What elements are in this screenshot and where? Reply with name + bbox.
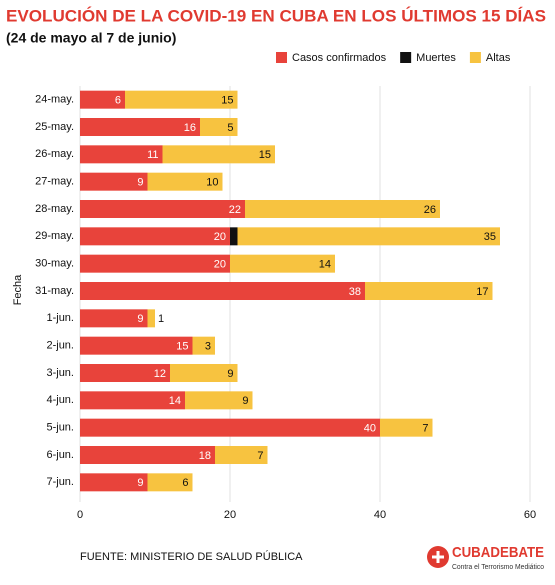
value-label: 18 xyxy=(199,450,211,462)
value-label: 9 xyxy=(137,177,143,189)
value-label: 6 xyxy=(182,477,188,489)
legend-swatch xyxy=(400,52,412,63)
value-label: 5 xyxy=(227,122,233,134)
y-axis-label: Fecha xyxy=(12,274,24,305)
value-label: 6 xyxy=(115,95,121,107)
bar-segment xyxy=(80,282,365,300)
legend-label: Muertes xyxy=(416,52,456,64)
bar-segment xyxy=(237,227,500,246)
value-label: 15 xyxy=(176,341,188,353)
logo-icon-mark xyxy=(432,551,444,563)
bar-segment xyxy=(230,227,238,246)
value-label: 14 xyxy=(319,259,331,271)
bar-segment xyxy=(80,90,125,109)
logo-tagline: Contra el Terrorismo Mediático xyxy=(452,564,544,571)
y-tick-label: 25-may. xyxy=(35,121,74,133)
logo-text: CUBADEBATE xyxy=(452,544,544,561)
value-label: 15 xyxy=(259,149,271,161)
bar-segment xyxy=(200,118,238,136)
y-tick-label: 6-jun. xyxy=(46,449,74,461)
legend-swatch xyxy=(276,52,287,63)
bar-segment xyxy=(192,336,215,355)
value-label: 26 xyxy=(424,204,436,216)
x-tick-label: 20 xyxy=(224,509,236,521)
bar-segment xyxy=(147,309,155,328)
bar-segment xyxy=(162,145,275,164)
y-tick-label: 4-jun. xyxy=(46,394,74,406)
bar-segment xyxy=(245,200,440,218)
value-label: 3 xyxy=(205,341,211,353)
y-tick-label: 2-jun. xyxy=(46,340,74,352)
y-tick-label: 27-may. xyxy=(35,176,74,188)
value-label: 16 xyxy=(184,122,196,134)
bar-segment xyxy=(80,336,193,355)
value-label: 17 xyxy=(476,286,488,298)
bar-segment xyxy=(80,364,170,382)
value-label: 20 xyxy=(214,259,226,271)
bar-segment xyxy=(365,282,493,300)
value-label: 7 xyxy=(257,450,263,462)
chart-title: EVOLUCIÓN DE LA COVID-19 EN CUBA EN LOS … xyxy=(6,6,546,25)
legend-swatch xyxy=(469,52,481,63)
value-label: 15 xyxy=(221,95,233,107)
x-tick-label: 0 xyxy=(77,509,83,521)
y-tick-label: 5-jun. xyxy=(46,422,74,434)
value-label: 35 xyxy=(484,231,496,243)
bar-segment xyxy=(380,418,433,437)
bar-segment xyxy=(185,391,253,410)
y-tick-label: 29-may. xyxy=(35,230,74,242)
value-label: 12 xyxy=(154,368,166,380)
bar-segment xyxy=(80,200,245,218)
value-label: 7 xyxy=(422,423,428,435)
bar-segment xyxy=(80,254,230,273)
y-tick-label: 7-jun. xyxy=(46,476,74,488)
bar-segment xyxy=(230,254,335,273)
bar-segment xyxy=(125,90,238,109)
bar-segment xyxy=(80,391,185,410)
bar-segment xyxy=(147,172,223,191)
legend-label: Casos confirmados xyxy=(292,52,387,64)
x-tick-label: 40 xyxy=(374,509,386,521)
bar-segment xyxy=(80,145,163,164)
source: FUENTE: MINISTERIO DE SALUD PÚBLICA xyxy=(80,550,303,563)
value-label: 10 xyxy=(206,177,218,189)
bar-segment xyxy=(80,473,148,492)
value-label: 22 xyxy=(229,204,241,216)
bar-segment xyxy=(170,364,238,382)
y-tick-label: 26-may. xyxy=(35,148,74,160)
legend-label: Altas xyxy=(486,52,511,64)
y-tick-label: 28-may. xyxy=(35,203,74,215)
bar-segment xyxy=(80,227,230,246)
bar-segment xyxy=(147,473,193,492)
value-label: 11 xyxy=(147,149,158,161)
y-tick-label: 30-may. xyxy=(35,258,74,270)
value-label: 9 xyxy=(137,477,143,489)
chart-subtitle: (24 de mayo al 7 de junio) xyxy=(6,30,176,46)
bar-segment xyxy=(80,309,148,328)
bar-segment xyxy=(80,118,200,136)
value-label: 38 xyxy=(349,286,361,298)
value-label: 20 xyxy=(214,231,226,243)
bar-segment xyxy=(215,446,268,464)
bar-segment xyxy=(80,446,215,464)
y-tick-label: 24-may. xyxy=(35,94,74,106)
value-label: 9 xyxy=(227,368,233,380)
y-tick-label: 3-jun. xyxy=(46,367,74,379)
value-label: 1 xyxy=(158,313,164,325)
value-label: 9 xyxy=(137,313,143,325)
bar-segment xyxy=(80,172,148,191)
x-tick-label: 60 xyxy=(524,509,536,521)
value-label: 14 xyxy=(169,395,181,407)
y-tick-label: 31-may. xyxy=(35,285,74,297)
value-label: 9 xyxy=(242,395,248,407)
bar-segment xyxy=(80,418,380,437)
value-label: 40 xyxy=(364,423,376,435)
y-tick-label: 1-jun. xyxy=(46,312,74,324)
